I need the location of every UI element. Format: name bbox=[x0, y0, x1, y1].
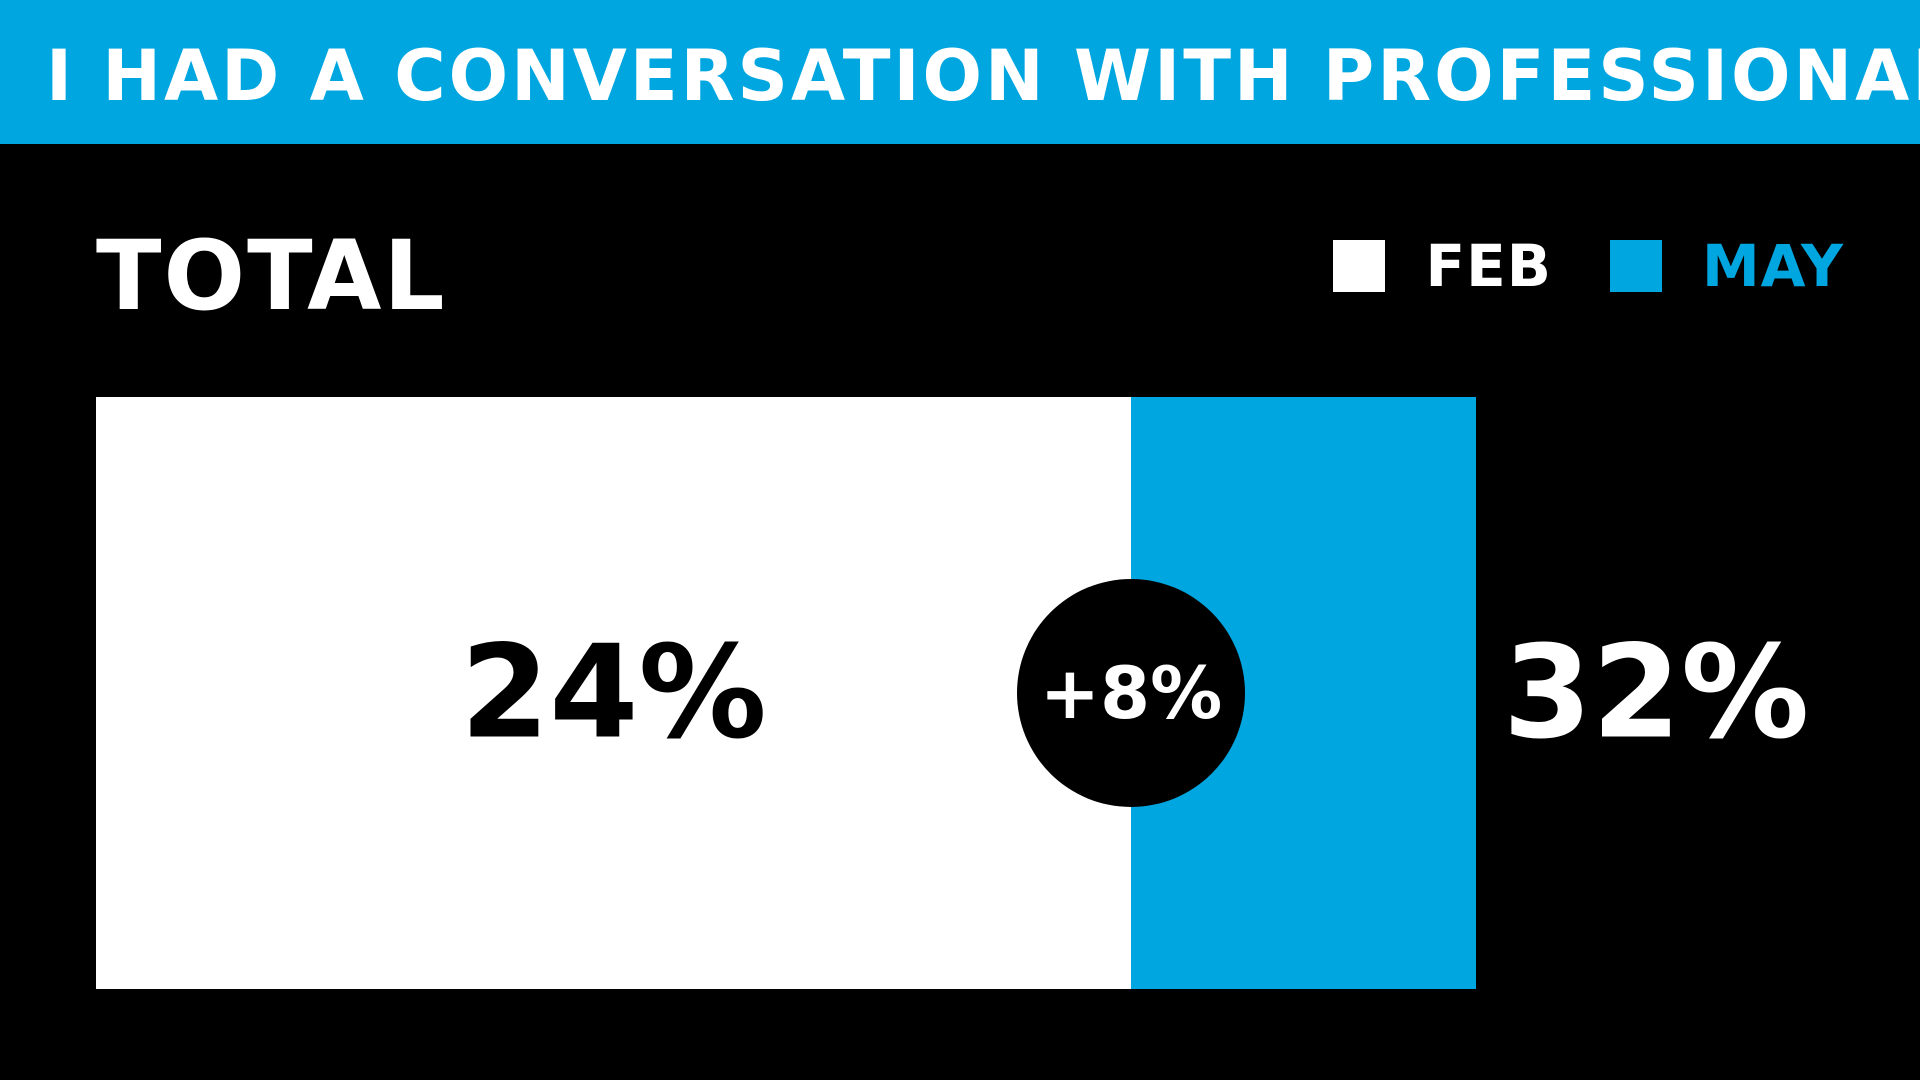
difference-label: +8% bbox=[1040, 651, 1223, 735]
data-label-feb: 24% bbox=[460, 619, 766, 768]
legend-item-feb: FEB bbox=[1333, 232, 1552, 300]
data-label-may: 32% bbox=[1503, 619, 1809, 768]
legend-label-feb: FEB bbox=[1425, 232, 1552, 300]
chart-subtitle: TOTAL bbox=[96, 220, 447, 332]
legend-swatch-may bbox=[1609, 240, 1662, 292]
header-banner: I HAD A CONVERSATION WITH PROFESSIONALS bbox=[0, 0, 1920, 144]
legend-label-may: MAY bbox=[1701, 232, 1844, 300]
legend-swatch-feb bbox=[1333, 240, 1386, 292]
difference-badge bbox=[1017, 579, 1245, 807]
legend-item-may: MAY bbox=[1609, 232, 1844, 300]
bar-feb bbox=[96, 397, 1131, 989]
chart-title: I HAD A CONVERSATION WITH PROFESSIONALS bbox=[46, 35, 1920, 117]
legend: FEB MAY bbox=[1333, 232, 1844, 300]
